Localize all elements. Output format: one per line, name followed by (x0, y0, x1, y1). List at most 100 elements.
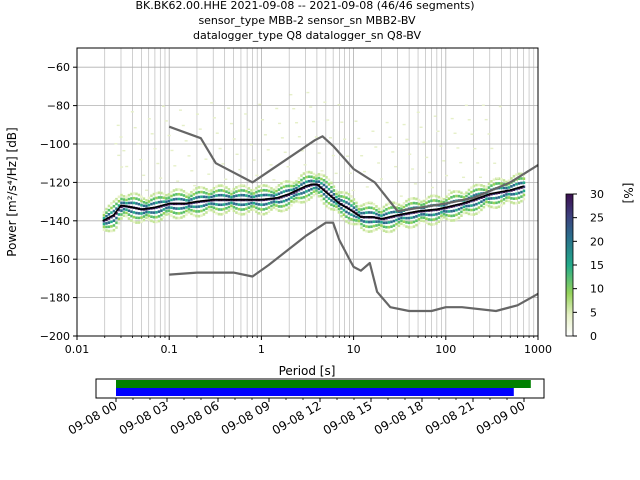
heatmap-cell (102, 222, 106, 226)
heatmap-cell (160, 191, 163, 195)
new-low-noise-model-curve (169, 221, 539, 313)
heatmap-cell (517, 196, 521, 200)
heatmap-cell (127, 217, 131, 220)
heatmap-cell (507, 186, 511, 189)
heatmap-cell (337, 191, 341, 194)
heatmap-cell (332, 208, 336, 211)
heatmap-cell (215, 211, 218, 215)
heatmap-cell (162, 212, 166, 215)
heatmap-cell (400, 210, 403, 214)
heatmap-cell (395, 222, 398, 226)
heatmap-cell (440, 217, 443, 221)
y-tick-label: −120 (40, 176, 70, 189)
heatmap-outlier (280, 137, 284, 139)
heatmap-cell (102, 214, 106, 217)
heatmap-cell (245, 194, 248, 197)
heatmap-cell (510, 185, 513, 188)
heatmap-cell (240, 189, 243, 192)
heatmap-cell (467, 204, 471, 208)
heatmap-cell (457, 207, 461, 211)
heatmap-cell (242, 212, 246, 216)
heatmap-cell (362, 224, 366, 228)
heatmap-cell (460, 210, 463, 214)
heatmap-cell (175, 211, 178, 215)
heatmap-cell (440, 204, 443, 207)
heatmap-cell (452, 219, 456, 222)
heatmap-outlier (278, 122, 282, 125)
heatmap-cell (107, 204, 111, 208)
heatmap-cell (177, 207, 181, 210)
heatmap-cell (227, 195, 231, 198)
heatmap-outlier (357, 137, 361, 140)
heatmap-cell (322, 183, 326, 187)
heatmap-outlier (413, 183, 417, 185)
heatmap-cell (432, 223, 436, 226)
heatmap-cell (130, 197, 133, 200)
heatmap-outlier (164, 120, 168, 122)
heatmap-cell (300, 174, 303, 177)
y-axis-ticks: −60 −80 −100 −120 −140 −160 −180 −200 (40, 61, 77, 343)
heatmap-outlier (224, 178, 228, 180)
heatmap-cell (245, 203, 248, 206)
heatmap-cell (137, 198, 141, 201)
heatmap-cell (387, 230, 391, 234)
heatmap-outlier (343, 138, 347, 140)
heatmap-cell (285, 208, 288, 211)
heatmap-cell (262, 212, 266, 216)
heatmap-cell (242, 193, 246, 197)
heatmap-outlier (394, 165, 398, 168)
heatmap-cell (365, 229, 368, 233)
heatmap-cell (255, 210, 258, 214)
heatmap-cell (205, 195, 208, 199)
heatmap-cell (365, 211, 368, 214)
heatmap-cell (450, 219, 453, 222)
heatmap-cell (157, 200, 161, 204)
colorbar-tick-label: 0 (590, 330, 597, 343)
heatmap-cell (260, 203, 263, 207)
heatmap-outlier (479, 176, 483, 179)
heatmap-cell (160, 196, 163, 199)
heatmap-cell (155, 191, 158, 195)
heatmap-cell (515, 173, 518, 176)
heatmap-cell (255, 202, 258, 206)
title-line-3: datalogger_type Q8 datalogger_sn Q8-BV (193, 29, 421, 42)
plot-frame (76, 47, 539, 337)
colorbar-tick-label: 30 (590, 188, 604, 201)
heatmap-outlier (263, 134, 267, 136)
heatmap-outlier (114, 143, 118, 145)
heatmap-cell (127, 193, 131, 197)
timeline-tick-label: 09-08 18 (372, 398, 426, 437)
heatmap-cell (212, 202, 216, 206)
heatmap-cell (295, 180, 298, 183)
heatmap-cell (340, 214, 343, 218)
heatmap-cell (410, 221, 413, 224)
heatmap-cell (400, 204, 403, 208)
heatmap-cell (332, 204, 336, 208)
heatmap-cell (120, 217, 123, 220)
heatmap-cell (192, 188, 196, 192)
heatmap-outlier (391, 151, 395, 153)
heatmap-cell (517, 177, 521, 181)
heatmap-cell (372, 220, 376, 223)
heatmap-cell (482, 198, 486, 202)
heatmap-outlier (167, 134, 171, 137)
timeline-bars (116, 380, 531, 396)
heatmap-cell (150, 219, 153, 223)
heatmap-cell (355, 222, 358, 226)
heatmap-cell (120, 205, 123, 209)
heatmap-cell (305, 175, 308, 179)
heatmap-cell (195, 214, 198, 218)
heatmap-cell (225, 190, 228, 193)
heatmap-cell (277, 184, 281, 187)
heatmap-cell (337, 207, 341, 211)
heatmap-cell (350, 204, 353, 207)
heatmap-cell (300, 196, 303, 200)
heatmap-cell (205, 211, 208, 214)
heatmap-outlier (396, 180, 400, 183)
heatmap-cell (392, 228, 396, 232)
heatmap-outlier (476, 162, 480, 164)
heatmap-cell (402, 216, 406, 220)
heatmap-cell (435, 222, 438, 225)
heatmap-cell (315, 189, 318, 192)
